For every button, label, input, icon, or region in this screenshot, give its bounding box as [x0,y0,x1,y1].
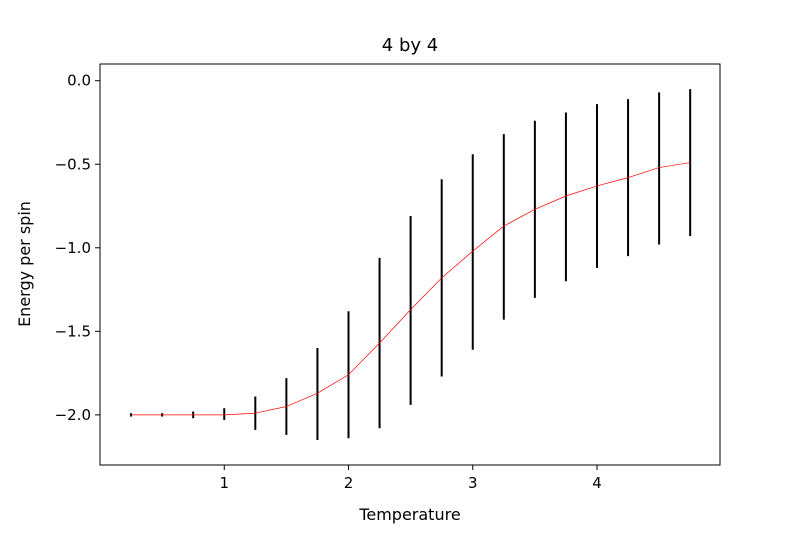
series-line [131,162,691,416]
x-tick-label: 2 [344,474,354,492]
axes-frame [99,63,721,466]
y-tick-label: 0.0 [67,72,91,90]
x-tick-label: 4 [592,474,602,492]
y-tick-label: −1.5 [55,322,91,340]
y-axis-label: Energy per spin [15,201,34,327]
y-axis: 0.0 −0.5 −1.0 −1.5 −2.0 [55,72,100,424]
x-tick-label: 3 [468,474,478,492]
y-tick-label: −2.0 [55,406,91,424]
y-tick-label: −1.0 [55,239,91,257]
chart-title: 4 by 4 [382,35,438,56]
plot-area [130,89,692,440]
y-tick-label: −0.5 [55,155,91,173]
x-axis: 1 2 3 4 [219,465,602,492]
x-tick-label: 1 [219,474,229,492]
x-axis-label: Temperature [358,505,460,524]
